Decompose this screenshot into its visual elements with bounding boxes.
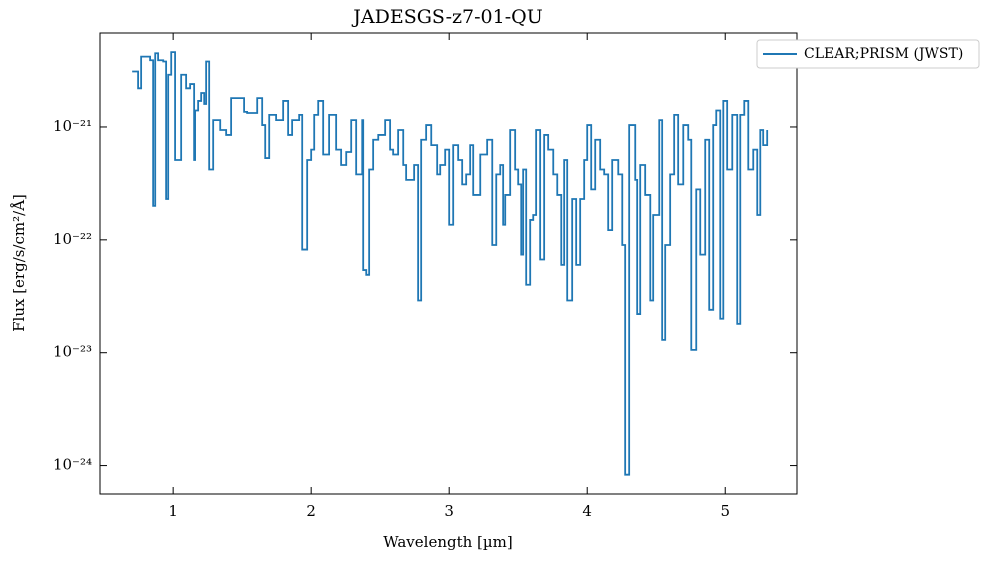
legend-label: CLEAR;PRISM (JWST) [804,46,963,62]
y-tick-label: 10⁻²⁴ [53,456,92,474]
x-tick-label: 2 [306,502,316,520]
x-tick-label: 3 [444,502,454,520]
y-axis-label: Flux [erg/s/cm²/Å] [10,194,28,332]
chart-title: JADESGS-z7-01-QU [351,6,542,28]
x-axis-label: Wavelength [µm] [383,533,512,551]
y-tick-label: 10⁻²¹ [53,117,92,135]
spectrum-line [132,51,769,476]
y-tick-label: 10⁻²³ [53,343,92,361]
legend-box [756,39,980,69]
plot-frame [99,32,798,495]
x-tick-label: 4 [582,502,592,520]
x-tick-label: 5 [720,502,730,520]
x-tick-label: 1 [168,502,178,520]
y-tick-label: 10⁻²² [53,230,92,248]
